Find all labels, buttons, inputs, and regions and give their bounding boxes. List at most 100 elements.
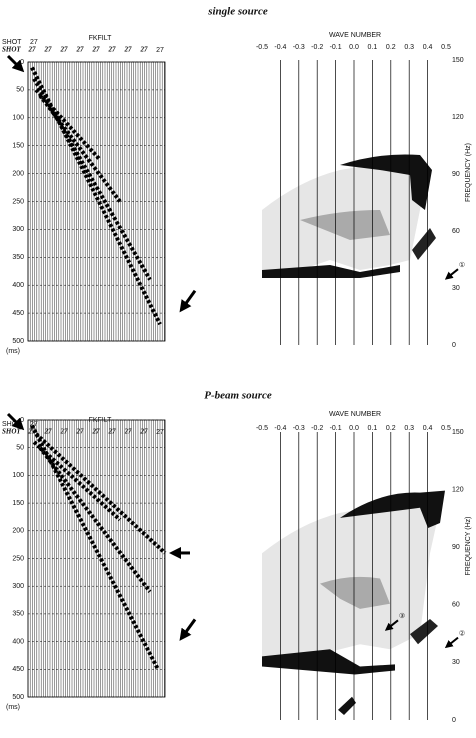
wavenumber-tick: 0.5 — [441, 44, 451, 51]
shot-number: 27 — [140, 428, 149, 436]
wavefront — [34, 88, 102, 162]
frequency-tick: 30 — [452, 285, 460, 292]
frequency-tick: 0 — [452, 717, 456, 724]
time-tick: 300 — [12, 583, 24, 590]
shot-number: 27 — [108, 46, 117, 54]
wavenumber-tick: 0.3 — [404, 44, 414, 51]
wavefront — [30, 424, 160, 671]
frequency-tick: 0 — [452, 342, 456, 349]
wavenumber-tick: 0.0 — [349, 425, 359, 432]
spectrum-region — [262, 649, 395, 675]
time-tick: 100 — [12, 115, 24, 122]
shot-number: 27 — [92, 428, 101, 436]
shot-top: 27 — [30, 39, 38, 46]
wavenumber-label: WAVE NUMBER — [329, 411, 381, 418]
wavenumber-tick: 0.4 — [423, 425, 433, 432]
time-tick: 150 — [12, 143, 24, 150]
wavenumber-tick: -0.4 — [274, 44, 286, 51]
shot-header: SHOT — [2, 39, 22, 46]
wavenumber-tick: -0.5 — [256, 425, 268, 432]
frequency-tick: 90 — [452, 544, 460, 551]
wavefront — [38, 446, 152, 593]
frequency-tick: 120 — [452, 114, 464, 121]
frequency-tick: 60 — [452, 228, 460, 235]
wavenumber-tick: 0.5 — [441, 425, 451, 432]
time-tick: 150 — [12, 500, 24, 507]
wavefront — [34, 432, 167, 555]
shot-number: 27 — [28, 428, 37, 436]
arrow — [179, 289, 197, 313]
shot-number: 27 — [124, 428, 133, 436]
frequency-tick: 90 — [452, 171, 460, 178]
arrow — [179, 618, 197, 641]
wavefront — [38, 94, 122, 203]
marker-arrow — [444, 268, 459, 280]
shot-number: 27 — [156, 47, 164, 54]
marker-label: ② — [459, 629, 465, 637]
time-tick: 0 — [20, 59, 24, 66]
wavenumber-tick: -0.5 — [256, 44, 268, 51]
wavenumber-tick: 0.0 — [349, 44, 359, 51]
wavenumber-tick: -0.1 — [330, 425, 342, 432]
shot-number: 27 — [76, 428, 85, 436]
time-tick: 350 — [12, 611, 24, 618]
spectrum-region — [338, 696, 356, 715]
time-tick: 250 — [12, 198, 24, 205]
marker-label: ① — [459, 261, 465, 269]
time-tick: 50 — [16, 445, 24, 452]
figure-title: P-beam source — [204, 390, 272, 402]
frequency-tick: 30 — [452, 659, 460, 666]
wavenumber-tick: -0.3 — [293, 425, 305, 432]
time-tick: 500 — [12, 694, 24, 701]
spectrum-region — [412, 228, 436, 260]
time-tick: 200 — [12, 528, 24, 535]
wavenumber-tick: 0.3 — [404, 425, 414, 432]
shot-number: 27 — [124, 46, 133, 54]
time-tick: 400 — [12, 282, 24, 289]
arrow — [6, 412, 25, 431]
time-tick: 0 — [20, 417, 24, 424]
wavenumber-tick: -0.2 — [311, 425, 323, 432]
spectrum — [262, 490, 445, 715]
time-unit: (ms) — [6, 704, 20, 711]
spectrum-region — [262, 265, 400, 278]
arrow — [6, 54, 25, 73]
time-tick: 400 — [12, 638, 24, 645]
shot-number: 27 — [28, 46, 37, 54]
time-tick: 50 — [16, 87, 24, 94]
frequency-label: FREQUENCY (Hz) — [465, 517, 472, 576]
shot-header: SHOT — [2, 428, 21, 436]
marker-label: ③ — [399, 612, 405, 620]
time-tick: 200 — [12, 170, 24, 177]
frequency-tick: 150 — [452, 57, 464, 64]
shot-number: 27 — [92, 46, 101, 54]
wavefront — [32, 77, 152, 281]
wavenumber-tick: -0.3 — [293, 44, 305, 51]
wavenumber-tick: 0.1 — [368, 44, 378, 51]
wavenumber-tick: 0.2 — [386, 44, 396, 51]
wavenumber-tick: -0.4 — [274, 425, 286, 432]
wavenumber-tick: -0.2 — [311, 44, 323, 51]
wavenumber-tick: 0.4 — [423, 44, 433, 51]
frequency-tick: 60 — [452, 602, 460, 609]
shot-number: 27 — [60, 428, 69, 436]
shot-number: 27 — [60, 46, 69, 54]
wavenumber-label: WAVE NUMBER — [329, 32, 381, 39]
time-tick: 250 — [12, 555, 24, 562]
time-tick: 450 — [12, 666, 24, 673]
frequency-tick: 150 — [452, 429, 464, 436]
time-unit: (ms) — [6, 348, 20, 355]
shot-number: 27 — [44, 46, 53, 54]
frequency-label: FREQUENCY (Hz) — [465, 143, 472, 202]
time-tick: 300 — [12, 226, 24, 233]
time-tick: 500 — [12, 338, 24, 345]
figure-title: single source — [207, 6, 268, 18]
marker-arrow — [444, 636, 459, 649]
wavefront — [32, 440, 122, 522]
wavenumber-tick: -0.1 — [330, 44, 342, 51]
spectrum — [262, 154, 436, 278]
time-tick: 350 — [12, 254, 24, 261]
spectrum-region — [300, 210, 390, 240]
spectrum-region — [340, 490, 445, 528]
